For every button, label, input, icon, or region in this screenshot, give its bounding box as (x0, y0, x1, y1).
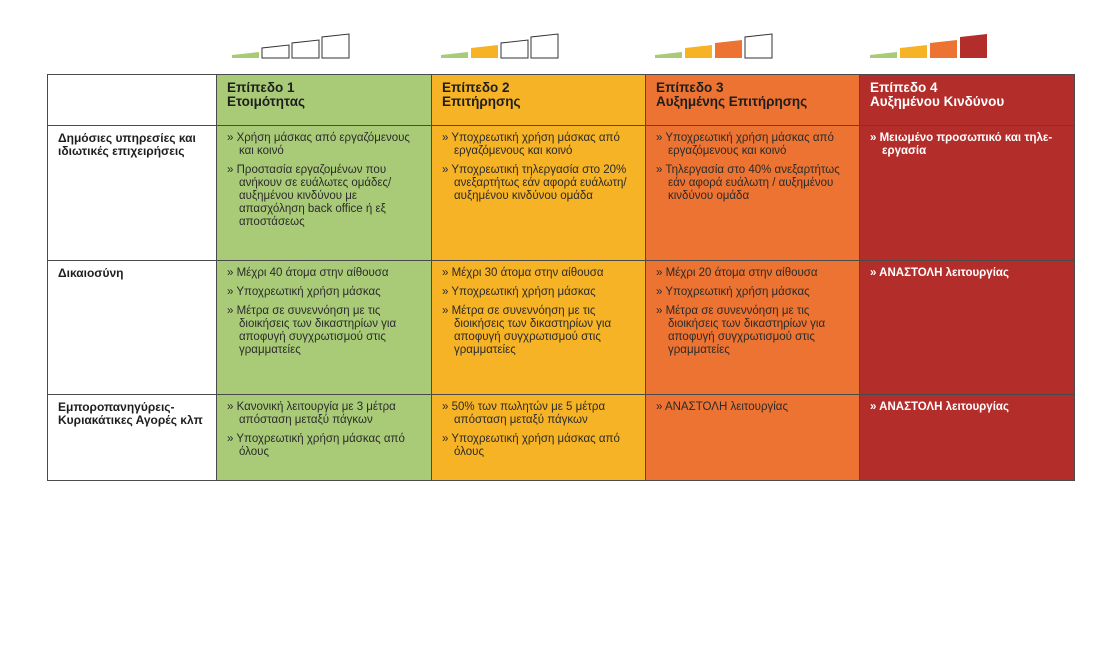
measure-item: » Υποχρεωτική χρήση μάσκας (442, 286, 596, 298)
measure-cell: » Μέχρι 30 άτομα στην αίθουσα » Υποχρεωτι… (431, 260, 646, 395)
level-name: Αυξημένου Κινδύνου (870, 94, 1005, 109)
level-icon-bar (870, 52, 897, 58)
measure-cell: » ΑΝΑΣΤΟΛΗ λειτουργίας (645, 394, 860, 481)
row-label: Δικαιοσύνη (47, 260, 217, 395)
level-icon-bar (291, 39, 320, 59)
level-icon-bar (321, 33, 350, 59)
measure-item: » Υποχρεωτική τηλεργασία στο 20% ανεξαρτ… (442, 164, 627, 202)
measure-item: » Μέτρα σε συνεννόηση με τις διοικήσεις … (442, 305, 612, 356)
measure-item: » Μέχρι 30 άτομα στην αίθουσα (442, 267, 604, 279)
measure-cell: » Μέχρι 20 άτομα στην αίθουσα » Υποχρεωτι… (645, 260, 860, 395)
level-icon-bar (261, 44, 290, 59)
row-label: Εμποροπανηγύρεις-Κυριακάτικες Αγορές κλπ (47, 394, 217, 481)
measure-item: » Χρήση μάσκας από εργαζόμενους και κοιν… (227, 132, 410, 157)
measures-table: Επίπεδο 1 Ετοιμότητας Επίπεδο 2 Επιτήρησης Ε… (47, 74, 1075, 481)
measure-cell: » Μειωμένο προσωπικό και τηλε-εργασία (859, 125, 1075, 261)
measure-item: » Μέχρι 20 άτομα στην αίθουσα (656, 267, 818, 279)
measure-cell: » Κανονική λειτουργία με 3 μέτρα απόστασ… (216, 394, 432, 481)
header-corner (47, 74, 217, 126)
level-number: Επίπεδο 2 (442, 80, 510, 95)
measure-cell: » Χρήση μάσκας από εργαζόμενους και κοιν… (216, 125, 432, 261)
row-label: Δημόσιες υπηρεσίες και ιδιωτικές επιχειρ… (47, 125, 217, 261)
measure-item: » Μέτρα σε συνεννόηση με τις διοικήσεις … (227, 305, 397, 356)
level-header: Επίπεδο 2 Επιτήρησης (431, 74, 646, 126)
measure-cell: » Υποχρεωτική χρήση μάσκας από εργαζόμεν… (645, 125, 860, 261)
level-icon-bar (530, 33, 559, 59)
measure-item: » ΑΝΑΣΤΟΛΗ λειτουργίας (870, 401, 1009, 413)
measure-item: » Υποχρεωτική χρήση μάσκας από εργαζόμεν… (656, 132, 834, 157)
measure-cell: » ΑΝΑΣΤΟΛΗ λειτουργίας (859, 394, 1075, 481)
level-icon-bar (900, 45, 927, 58)
level-icon-bar (744, 33, 773, 59)
header-row: Επίπεδο 1 Ετοιμότητας Επίπεδο 2 Επιτήρησης Ε… (47, 74, 1075, 126)
measure-item: » Μέχρι 40 άτομα στην αίθουσα (227, 267, 389, 279)
level-header: Επίπεδο 1 Ετοιμότητας (216, 74, 432, 126)
level-icon-bar (930, 40, 957, 58)
level-icon-bar (471, 45, 498, 58)
level-icons (232, 33, 987, 59)
measure-cell: » ΑΝΑΣΤΟΛΗ λειτουργίας (859, 260, 1075, 395)
measure-cell: » Υποχρεωτική χρήση μάσκας από εργαζόμεν… (431, 125, 646, 261)
level-icon-bar (715, 40, 742, 58)
level-name: Επιτήρησης (442, 94, 521, 109)
measure-cell: » 50% των πωλητών με 5 μέτρα απόσταση με… (431, 394, 646, 481)
measure-item: » 50% των πωλητών με 5 μέτρα απόσταση με… (442, 401, 606, 426)
measure-item: » Τηλεργασία στο 40% ανεξαρτήτως εάν αφο… (656, 164, 840, 202)
level-header: Επίπεδο 3 Αυξημένης Επιτήρησης (645, 74, 860, 126)
measure-item: » Υποχρεωτική χρήση μάσκας από όλους (227, 433, 405, 458)
table-row: Δημόσιες υπηρεσίες και ιδιωτικές επιχειρ… (47, 125, 1075, 261)
level-icon-bar (232, 52, 259, 58)
table-row: Δικαιοσύνη» Μέχρι 40 άτομα στην αίθουσα»… (47, 260, 1075, 395)
measure-item: » Μέτρα σε συνεννόηση με τις διοικήσεις … (656, 305, 826, 356)
measure-item: » Υποχρεωτική χρήση μάσκας από όλους (442, 433, 620, 458)
table-row: Εμποροπανηγύρεις-Κυριακάτικες Αγορές κλπ… (47, 394, 1075, 481)
level-icon-bar (500, 39, 529, 59)
measure-item: » Μειωμένο προσωπικό και τηλε-εργασία (870, 132, 1053, 157)
measure-item: » ΑΝΑΣΤΟΛΗ λειτουργίας (656, 401, 788, 413)
level-header: Επίπεδο 4 Αυξημένου Κινδύνου (859, 74, 1075, 126)
measure-cell: » Μέχρι 40 άτομα στην αίθουσα » Υποχρεωτι… (216, 260, 432, 395)
level-number: Επίπεδο 1 (227, 80, 295, 95)
level-number: Επίπεδο 4 (870, 80, 938, 95)
level-number: Επίπεδο 3 (656, 80, 724, 95)
measure-item: » Κανονική λειτουργία με 3 μέτρα απόστασ… (227, 401, 396, 426)
measure-item: » Προστασία εργαζομένων που ανήκουν σε ε… (227, 164, 392, 228)
measure-item: » Υποχρεωτική χρήση μάσκας (227, 286, 381, 298)
measure-item: » Υποχρεωτική χρήση μάσκας (656, 286, 810, 298)
level-icon-bar (685, 45, 712, 58)
measure-item: » ΑΝΑΣΤΟΛΗ λειτουργίας (870, 267, 1009, 279)
level-icon-bar (960, 34, 987, 58)
level-name: Ετοιμότητας (227, 94, 306, 109)
measure-item: » Υποχρεωτική χρήση μάσκας από εργαζόμεν… (442, 132, 620, 157)
level-icon-bar (655, 52, 682, 58)
level-icon-bar (441, 52, 468, 58)
level-name: Αυξημένης Επιτήρησης (656, 94, 808, 109)
